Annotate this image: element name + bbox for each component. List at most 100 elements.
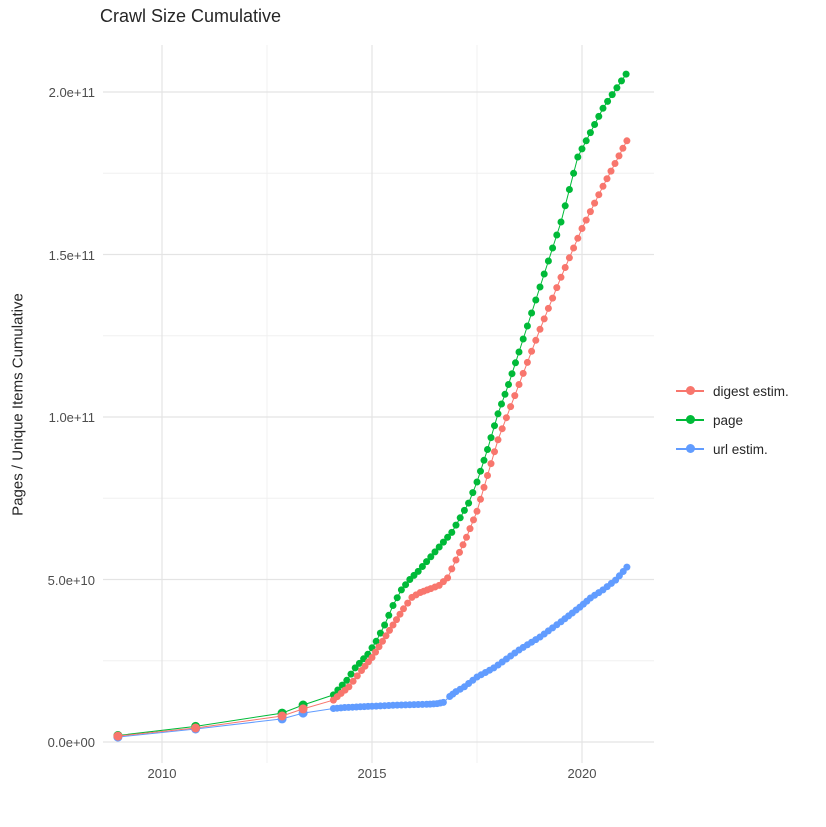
data-point: [608, 91, 616, 99]
data-point: [376, 629, 384, 637]
data-point: [463, 533, 470, 541]
data-point: [397, 586, 405, 594]
data-point: [561, 264, 569, 271]
series-page: [113, 70, 630, 740]
data-point: [599, 104, 607, 112]
data-point: [502, 414, 510, 422]
data-point: [465, 499, 473, 507]
data-point: [553, 284, 561, 292]
data-point: [396, 610, 404, 618]
data-point: [389, 621, 397, 629]
data-point: [611, 160, 619, 167]
legend-key-icon: [676, 381, 704, 401]
data-point: [615, 152, 623, 160]
data-point: [574, 153, 582, 161]
series-digest-estim: [113, 137, 631, 741]
data-point: [484, 472, 491, 479]
data-point: [470, 516, 477, 524]
data-point: [528, 347, 536, 355]
data-point: [372, 648, 379, 656]
data-point: [372, 637, 380, 645]
data-point: [466, 525, 474, 533]
data-point: [549, 294, 557, 302]
data-point: [452, 521, 460, 529]
data-point: [623, 137, 631, 145]
data-point: [345, 683, 353, 691]
data-point: [494, 410, 502, 418]
data-point: [347, 670, 355, 678]
y-axis-title: Pages / Unique Items Cumulative: [9, 293, 27, 516]
data-point: [619, 144, 627, 152]
data-point: [565, 254, 573, 262]
data-point: [414, 567, 422, 575]
data-point: [553, 231, 561, 239]
data-point: [595, 191, 603, 199]
data-point: [540, 315, 548, 323]
data-point: [523, 322, 531, 330]
data-point: [519, 369, 527, 377]
data-point: [343, 676, 351, 684]
data-point: [456, 514, 464, 522]
data-point: [582, 216, 590, 224]
data-point: [386, 626, 393, 634]
data-point: [277, 711, 287, 721]
data-point: [528, 309, 536, 317]
data-point: [487, 434, 495, 442]
data-point: [491, 448, 498, 456]
chart-title: Crawl Size Cumulative: [100, 6, 282, 26]
legend-entry: url estim.: [676, 439, 789, 459]
data-point: [501, 390, 509, 398]
data-point: [379, 637, 386, 645]
data-point: [544, 304, 552, 312]
data-point: [393, 594, 401, 602]
data-point: [469, 489, 477, 497]
data-point: [574, 234, 582, 242]
data-point: [459, 541, 467, 549]
data-point: [578, 225, 586, 232]
y-tick-label: 0.0e+00: [47, 735, 95, 750]
data-point: [508, 370, 516, 378]
data-point: [491, 422, 498, 430]
data-point: [549, 244, 557, 252]
data-point: [368, 654, 376, 661]
data-point: [557, 273, 565, 281]
data-point: [512, 359, 519, 367]
data-point: [456, 548, 463, 556]
data-point: [452, 556, 460, 564]
data-point: [113, 731, 123, 741]
data-point: [460, 506, 468, 514]
x-tick-label: 2010: [147, 766, 177, 781]
legend-key-icon: [676, 439, 704, 459]
data-point: [477, 495, 484, 503]
data-point: [400, 605, 407, 613]
data-point: [505, 381, 512, 388]
y-tick-label: 1.5e+11: [48, 247, 95, 263]
data-point: [439, 538, 447, 546]
data-point: [622, 70, 630, 78]
data-point: [570, 169, 578, 177]
data-point: [418, 563, 426, 570]
data-point: [618, 77, 625, 85]
legend-label: page: [713, 412, 744, 428]
x-tick-label: 2015: [357, 766, 387, 781]
data-point: [349, 677, 357, 685]
data-point: [591, 121, 599, 128]
data-point: [586, 129, 594, 137]
data-point: [603, 175, 611, 183]
gridlines: [103, 45, 654, 763]
data-point: [557, 218, 565, 226]
data-point: [385, 611, 393, 619]
data-point: [582, 137, 590, 145]
data-point: [586, 208, 594, 216]
legend-entry: page: [676, 410, 789, 430]
data-point: [519, 335, 527, 343]
x-tick-label: 2020: [567, 766, 597, 781]
data-point: [431, 548, 439, 556]
data-point: [402, 581, 410, 589]
y-tick-label: 2.0e+11: [48, 85, 95, 100]
data-point: [382, 632, 390, 640]
data-point: [484, 446, 491, 453]
data-point: [477, 467, 484, 475]
legend-key-icon: [676, 410, 704, 430]
